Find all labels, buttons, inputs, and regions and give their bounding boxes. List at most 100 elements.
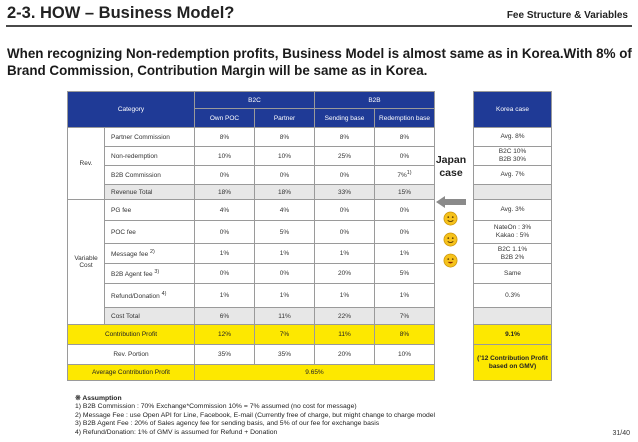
row-label: Non-redemption: [104, 146, 195, 166]
korea-cell: Avg. 8%: [473, 127, 552, 147]
cell: 15%: [374, 184, 435, 200]
smiley-face-icon: [443, 211, 458, 226]
cell: 8%: [254, 127, 315, 147]
korea-cell: (’12 Contribution Profit based on GMV): [473, 344, 552, 381]
group-label-rev: Rev.: [67, 127, 105, 200]
notes-title: ※ Assumption: [75, 395, 122, 402]
cell: 12%: [194, 324, 255, 345]
cell: 11%: [254, 307, 315, 325]
average-label: Average Contribution Profit: [67, 364, 195, 381]
cell: 0%: [254, 263, 315, 284]
cell: 1%: [194, 243, 255, 264]
korea-cell: Avg. 3%: [473, 199, 552, 221]
cell: 4%: [254, 199, 315, 221]
col-header: Partner: [254, 108, 315, 128]
cell: 7%1): [374, 165, 435, 185]
row-label: POC fee: [104, 220, 195, 244]
cell: 10%: [254, 146, 315, 166]
row-label: B2B Agent fee 3): [104, 263, 195, 284]
footnote-ref: 4): [161, 290, 167, 297]
business-model-table: Category B2C B2B Own POC Partner Sending…: [67, 91, 435, 381]
row-label-text: B2B Agent fee: [111, 271, 153, 279]
cell: 0%: [194, 220, 255, 244]
table-row: Revenue Total 18% 18% 33% 15%: [68, 184, 435, 200]
cell: 33%: [314, 184, 375, 200]
cell: 8%: [374, 324, 435, 345]
cell: 0%: [314, 199, 375, 221]
cell: 1%: [314, 243, 375, 264]
korea-cell: Avg. 7%: [473, 165, 552, 185]
cell: 4%: [194, 199, 255, 221]
table-row: B2B Commission 0% 0% 0% 7%1): [68, 165, 435, 185]
cell: 1%: [374, 283, 435, 308]
cell: 0%: [254, 165, 315, 185]
row-label: Message fee 2): [104, 243, 195, 264]
cell: 7%: [374, 307, 435, 325]
cell: 0%: [374, 146, 435, 166]
cell: 25%: [314, 146, 375, 166]
table-row: Average Contribution Profit 9.65%: [67, 364, 435, 381]
assumption-notes: ※ Assumption 1) B2B Commission : 70% Exc…: [75, 395, 435, 437]
cell: 1%: [254, 243, 315, 264]
cell: 10%: [374, 344, 435, 365]
col-header: Redemption base: [374, 108, 435, 128]
cell: 8%: [374, 127, 435, 147]
table-row: Rev. Partner Commission 8% 8% 8% 8%: [67, 127, 435, 200]
cell: 6%: [194, 307, 255, 325]
note-line: 3) B2B Agent Fee : 20% of Sales agency f…: [75, 420, 380, 428]
cell: 1%: [194, 283, 255, 308]
cell: 1%: [254, 283, 315, 308]
cell: 5%: [254, 220, 315, 244]
cell: 35%: [194, 344, 255, 365]
cell: 11%: [314, 324, 375, 345]
cell: 7%: [254, 324, 315, 345]
category-header: Category: [67, 91, 195, 128]
table-row: POC fee 0% 5% 0% 0%: [68, 220, 435, 244]
cell: 0%: [314, 220, 375, 244]
cell: 5%: [374, 263, 435, 284]
korea-cell: [473, 307, 552, 325]
cell: 22%: [314, 307, 375, 325]
cell: 0%: [194, 263, 255, 284]
cell: 1%: [314, 283, 375, 308]
korea-cell: B2C 10% B2B 30%: [473, 146, 552, 166]
smiley-face-icon: [443, 232, 458, 247]
cell: 8%: [194, 127, 255, 147]
cell: 0%: [374, 220, 435, 244]
smiley-face-icon: [443, 253, 458, 268]
table-row: Variable Cost PG fee 4% 4% 0% 0%: [67, 199, 435, 325]
b2b-header: B2B: [314, 91, 435, 109]
row-label: Cost Total: [104, 307, 195, 325]
cell: 20%: [314, 263, 375, 284]
row-label: Rev. Portion: [67, 344, 195, 365]
cell-value: 7%: [397, 172, 407, 180]
cell: 0%: [314, 165, 375, 185]
cell: 18%: [254, 184, 315, 200]
note-line: 1) B2B Commission : 70% Exchange*Commiss…: [75, 403, 357, 411]
note-line: 4) Refund/Donation: 1% of GMV is assumed…: [75, 428, 278, 436]
page-number: 31/40: [612, 430, 630, 437]
header-divider: [6, 25, 632, 27]
note-line: 2) Message Fee : use Open API for Line, …: [75, 411, 436, 419]
korea-cell: Same: [473, 263, 552, 284]
page-title: 2-3. HOW – Business Model?: [7, 4, 235, 22]
section-label: Fee Structure & Variables: [506, 10, 628, 21]
row-label: Refund/Donation 4): [104, 283, 195, 308]
table-row: Refund/Donation 4) 1% 1% 1% 1%: [68, 283, 435, 308]
cell: 0%: [194, 165, 255, 185]
korea-cell: [473, 184, 552, 200]
table-row: Rev. Portion 35% 35% 20% 10%: [67, 344, 435, 365]
row-label: PG fee: [104, 199, 195, 221]
cell: 1%: [374, 243, 435, 264]
korea-cell: 0.3%: [473, 283, 552, 308]
left-arrow-icon: [436, 196, 466, 208]
korea-cell: B2C 1.1% B2B 2%: [473, 243, 552, 264]
table-row: Message fee 2) 1% 1% 1% 1%: [68, 243, 435, 264]
b2c-header: B2C: [194, 91, 315, 109]
average-value: 9.65%: [194, 364, 435, 381]
korea-case-header: Korea case: [473, 91, 552, 128]
cell: 8%: [314, 127, 375, 147]
row-label-text: Refund/Donation: [111, 293, 160, 301]
table-row: Cost Total 6% 11% 22% 7%: [68, 307, 435, 325]
korea-cell: 9.1%: [473, 324, 552, 345]
